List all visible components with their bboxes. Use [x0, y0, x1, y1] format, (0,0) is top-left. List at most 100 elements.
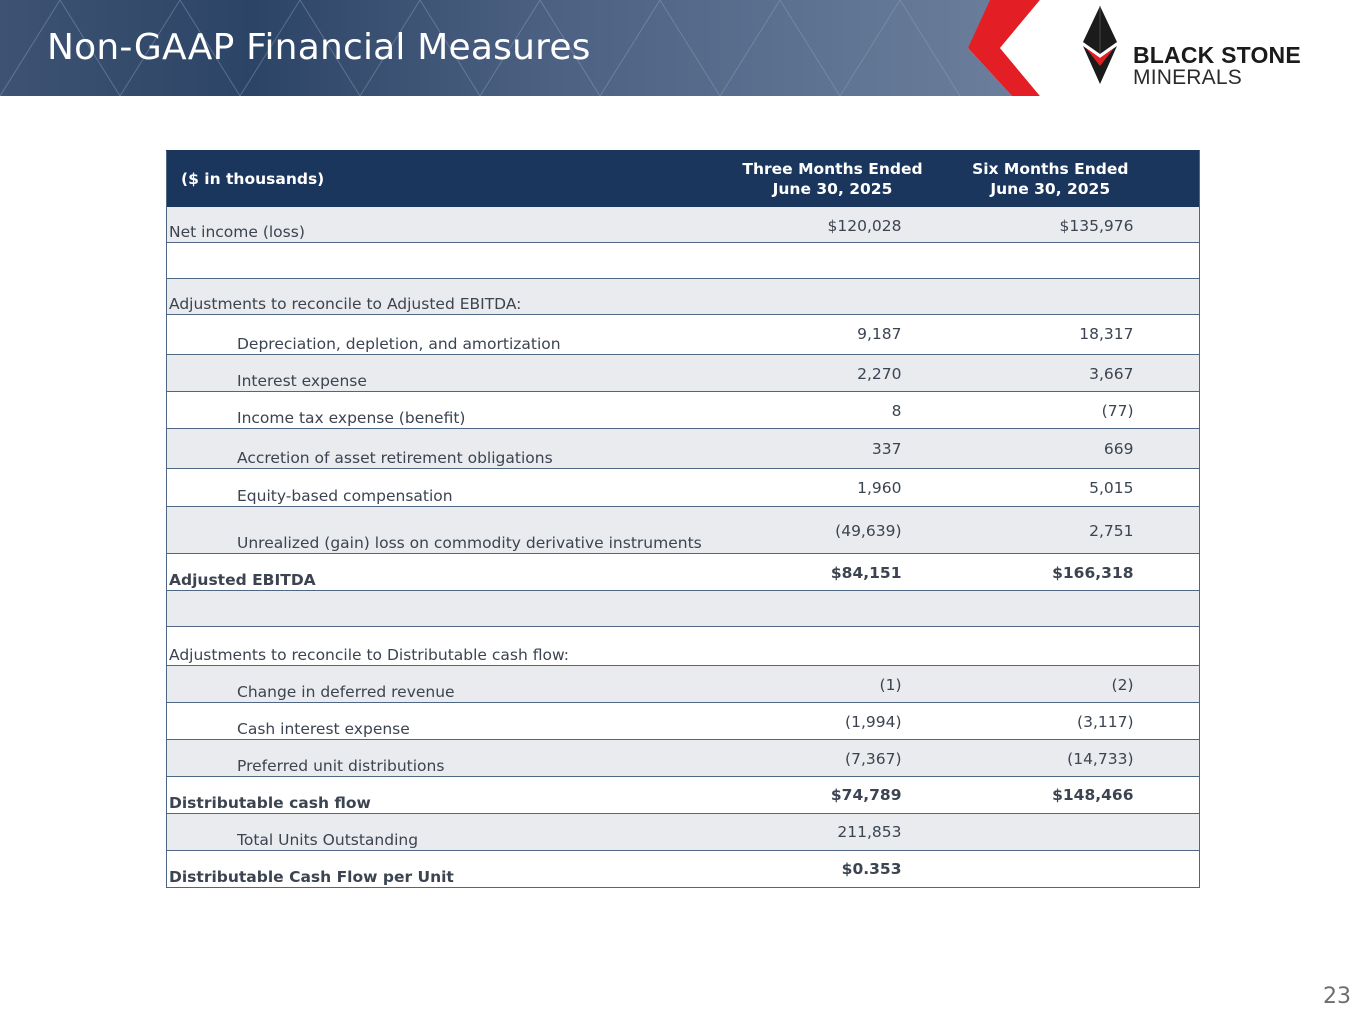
row-value-three-months: (7,367)	[733, 739, 902, 777]
row-value-three-months: 8	[733, 391, 902, 429]
table-row: Preferred unit distributions (7,367) (14…	[166, 739, 1200, 777]
table-row-total: Adjusted EBITDA $84,151 $166,318	[166, 553, 1200, 591]
black-stone-diamond-icon	[1083, 6, 1117, 84]
row-value-three-months: 211,853	[733, 813, 902, 851]
table-row: Total Units Outstanding 211,853	[166, 813, 1200, 851]
row-value-six-months: 2,751	[901, 506, 1134, 554]
row-value-six-months: (77)	[901, 391, 1134, 429]
table-row: Unrealized (gain) loss on commodity deri…	[166, 506, 1200, 554]
row-value-three-months	[733, 626, 902, 666]
table-row-spacer	[166, 242, 1200, 279]
table-row-total: Distributable Cash Flow per Unit $0.353	[166, 850, 1200, 888]
row-value-six-months: (2)	[901, 665, 1134, 703]
row-label: Cash interest expense	[166, 702, 734, 740]
table-row: Equity-based compensation 1,960 5,015	[166, 468, 1200, 507]
table-row: Change in deferred revenue (1) (2)	[166, 665, 1200, 703]
row-padding	[1133, 468, 1200, 507]
row-value-six-months	[901, 813, 1134, 851]
row-value-six-months: 18,317	[901, 314, 1134, 355]
column-header-six-months: Six Months Ended June 30, 2025	[901, 150, 1200, 207]
table-section-heading: Adjustments to reconcile to Distributabl…	[166, 626, 1200, 666]
logo-wordmark-line2: MINERALS	[1133, 66, 1242, 89]
row-value-three-months: 1,960	[733, 468, 902, 507]
header-banner	[0, 0, 1365, 96]
row-value-three-months	[733, 278, 902, 315]
table-row: Net income (loss) $120,028 $135,976	[166, 206, 1200, 243]
row-value-six-months	[901, 278, 1134, 315]
row-padding	[1133, 590, 1200, 627]
row-value-three-months: $84,151	[733, 553, 902, 591]
row-padding	[1133, 665, 1200, 703]
row-label: Accretion of asset retirement obligation…	[166, 428, 734, 469]
row-padding	[1133, 314, 1200, 355]
table-row: Accretion of asset retirement obligation…	[166, 428, 1200, 469]
row-padding	[1133, 391, 1200, 429]
table-row: Cash interest expense (1,994) (3,117)	[166, 702, 1200, 740]
row-padding	[1133, 506, 1200, 554]
row-value-three-months: $120,028	[733, 206, 902, 243]
row-value-six-months	[901, 626, 1134, 666]
page-title: Non-GAAP Financial Measures	[47, 27, 591, 68]
column-header-units: ($ in thousands)	[166, 150, 734, 207]
row-value-three-months	[733, 590, 902, 627]
table-section-heading: Adjustments to reconcile to Adjusted EBI…	[166, 278, 1200, 315]
row-padding	[1133, 428, 1200, 469]
row-label: Unrealized (gain) loss on commodity deri…	[166, 506, 734, 554]
row-label: Preferred unit distributions	[166, 739, 734, 777]
row-value-three-months: (1)	[733, 665, 902, 703]
row-padding	[1133, 553, 1200, 591]
row-label: Equity-based compensation	[166, 468, 734, 507]
page-number: 23	[1323, 984, 1351, 1009]
row-value-six-months	[901, 590, 1134, 627]
section-label-distributable-cash-flow: Adjustments to reconcile to Distributabl…	[166, 626, 734, 666]
column-header-six-months-line1: Six Months Ended	[972, 159, 1129, 178]
non-gaap-reconciliation-table: ($ in thousands) Three Months Ended June…	[166, 150, 1200, 888]
row-value-three-months: 2,270	[733, 354, 902, 392]
row-padding	[1133, 206, 1200, 243]
row-value-three-months: (49,639)	[733, 506, 902, 554]
row-value-six-months	[901, 850, 1134, 888]
column-header-three-months-line2: June 30, 2025	[772, 179, 893, 198]
row-label: Depreciation, depletion, and amortizatio…	[166, 314, 734, 355]
row-padding	[1133, 354, 1200, 392]
row-label	[166, 242, 734, 279]
company-logo: BLACK STONE MINERALS	[1080, 4, 1350, 90]
row-padding	[1133, 776, 1200, 814]
row-label-distributable-cash-flow-per-unit: Distributable Cash Flow per Unit	[166, 850, 734, 888]
column-header-three-months: Three Months Ended June 30, 2025	[733, 150, 923, 207]
red-chevron	[968, 0, 1040, 96]
row-label: Change in deferred revenue	[166, 665, 734, 703]
row-padding	[1133, 702, 1200, 740]
row-label: Net income (loss)	[166, 206, 734, 243]
column-header-three-months-line1: Three Months Ended	[742, 159, 923, 178]
row-label	[166, 590, 734, 627]
row-label: Income tax expense (benefit)	[166, 391, 734, 429]
row-value-three-months: $74,789	[733, 776, 902, 814]
row-label: Total Units Outstanding	[166, 813, 734, 851]
row-value-six-months: 5,015	[901, 468, 1134, 507]
row-value-six-months: $135,976	[901, 206, 1134, 243]
row-label-adjusted-ebitda: Adjusted EBITDA	[166, 553, 734, 591]
row-padding	[1133, 850, 1200, 888]
row-value-six-months	[901, 242, 1134, 279]
row-label-distributable-cash-flow: Distributable cash flow	[166, 776, 734, 814]
table-row-spacer	[166, 590, 1200, 627]
table-row: Depreciation, depletion, and amortizatio…	[166, 314, 1200, 355]
banner-graphic	[0, 0, 1365, 96]
row-value-six-months: $166,318	[901, 553, 1134, 591]
row-padding	[1133, 626, 1200, 666]
row-padding	[1133, 278, 1200, 315]
table-row: Interest expense 2,270 3,667	[166, 354, 1200, 392]
row-value-three-months: 9,187	[733, 314, 902, 355]
row-value-six-months: $148,466	[901, 776, 1134, 814]
row-padding	[1133, 242, 1200, 279]
row-value-three-months: (1,994)	[733, 702, 902, 740]
row-value-three-months	[733, 242, 902, 279]
row-value-six-months: 669	[901, 428, 1134, 469]
row-value-six-months: (14,733)	[901, 739, 1134, 777]
row-label: Interest expense	[166, 354, 734, 392]
table-header-row: ($ in thousands) Three Months Ended June…	[166, 150, 1200, 207]
row-value-three-months: 337	[733, 428, 902, 469]
column-header-six-months-line2: June 30, 2025	[990, 179, 1111, 198]
logo-wordmark-line1: BLACK STONE	[1133, 42, 1301, 68]
